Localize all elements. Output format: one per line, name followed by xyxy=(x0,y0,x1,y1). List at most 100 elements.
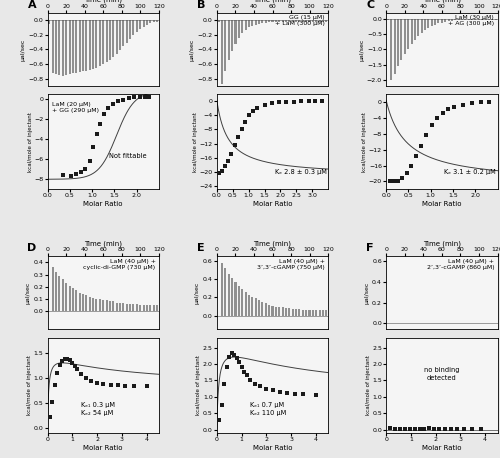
Text: LaM (40 μM) +
2’,3’-cGAMP (860 μM): LaM (40 μM) + 2’,3’-cGAMP (860 μM) xyxy=(426,258,494,270)
Bar xyxy=(62,20,64,76)
Bar xyxy=(234,282,236,316)
Bar xyxy=(76,290,78,311)
Bar xyxy=(152,20,154,22)
Bar xyxy=(272,20,274,22)
Y-axis label: kcal/mole of injectant: kcal/mole of injectant xyxy=(27,355,32,415)
Bar xyxy=(404,19,406,54)
Bar xyxy=(136,304,138,311)
X-axis label: Time (min): Time (min) xyxy=(423,240,461,246)
Bar xyxy=(326,310,328,316)
Bar xyxy=(132,304,134,311)
Bar xyxy=(438,19,440,23)
Bar xyxy=(458,19,460,20)
Bar xyxy=(119,303,121,311)
X-axis label: Molar Ratio: Molar Ratio xyxy=(253,201,292,207)
Text: Kₑ 3.1 ± 0.2 μM: Kₑ 3.1 ± 0.2 μM xyxy=(444,169,496,175)
X-axis label: Time (min): Time (min) xyxy=(254,0,292,3)
Bar xyxy=(312,20,314,22)
Bar xyxy=(78,20,80,72)
Text: E: E xyxy=(197,243,204,253)
Bar xyxy=(275,20,277,22)
Bar xyxy=(484,19,486,20)
Bar xyxy=(82,294,84,311)
Bar xyxy=(428,19,430,28)
Bar xyxy=(318,20,320,22)
Bar xyxy=(308,20,310,22)
Bar xyxy=(244,292,246,316)
Bar xyxy=(221,263,223,316)
Bar xyxy=(241,289,243,316)
Bar xyxy=(96,20,98,68)
Bar xyxy=(312,310,314,316)
Bar xyxy=(92,298,94,311)
Bar xyxy=(228,20,230,60)
Y-axis label: kcal/mole of injectant: kcal/mole of injectant xyxy=(362,112,368,172)
Bar xyxy=(88,296,91,311)
Bar xyxy=(464,19,466,20)
X-axis label: Molar Ratio: Molar Ratio xyxy=(84,445,123,451)
Bar xyxy=(248,20,250,27)
Bar xyxy=(72,20,74,73)
Bar xyxy=(298,20,300,22)
Bar xyxy=(305,310,307,316)
Bar xyxy=(288,20,290,22)
Text: F: F xyxy=(366,243,374,253)
Bar xyxy=(116,303,117,311)
Bar xyxy=(394,19,396,74)
Bar xyxy=(318,310,320,316)
Bar xyxy=(221,20,223,84)
Bar xyxy=(252,296,254,316)
Text: Kₑ₁ 0.7 μM
Kₑ₂ 110 μM: Kₑ₁ 0.7 μM Kₑ₂ 110 μM xyxy=(250,402,286,416)
X-axis label: Time (min): Time (min) xyxy=(84,240,122,246)
Bar xyxy=(308,310,310,316)
Bar xyxy=(122,20,124,46)
Bar xyxy=(315,20,318,22)
Bar xyxy=(52,267,54,311)
X-axis label: Molar Ratio: Molar Ratio xyxy=(422,201,462,207)
Bar xyxy=(326,20,328,22)
Bar xyxy=(62,279,64,311)
Bar xyxy=(444,19,446,22)
Bar xyxy=(474,19,476,20)
Bar xyxy=(282,20,284,22)
Bar xyxy=(126,304,128,311)
Bar xyxy=(258,300,260,316)
Bar xyxy=(122,303,124,311)
Bar xyxy=(126,20,128,43)
Bar xyxy=(492,19,494,20)
Bar xyxy=(112,301,114,311)
Bar xyxy=(224,268,226,316)
Bar xyxy=(268,305,270,316)
Bar xyxy=(99,299,101,311)
Y-axis label: μal/sec: μal/sec xyxy=(190,38,194,60)
Bar xyxy=(48,20,50,24)
Bar xyxy=(218,20,220,22)
Bar xyxy=(156,20,158,22)
Bar xyxy=(387,19,389,21)
Bar xyxy=(292,309,294,316)
Bar xyxy=(262,20,264,23)
Bar xyxy=(302,20,304,22)
Y-axis label: μal/sec: μal/sec xyxy=(359,38,364,60)
Bar xyxy=(295,20,297,22)
Bar xyxy=(285,20,287,22)
Bar xyxy=(258,20,260,24)
Bar xyxy=(102,300,104,311)
Text: LaM (40 μM) +
3’,3’-cGAMP (750 μM): LaM (40 μM) + 3’,3’-cGAMP (750 μM) xyxy=(257,258,325,270)
Bar xyxy=(481,19,483,20)
Bar xyxy=(278,307,280,316)
Bar xyxy=(76,20,78,73)
Bar xyxy=(488,19,490,20)
Bar xyxy=(407,19,409,49)
Bar xyxy=(272,305,274,316)
X-axis label: Time (min): Time (min) xyxy=(84,0,122,3)
Bar xyxy=(302,310,304,316)
Bar xyxy=(156,305,158,311)
Bar xyxy=(298,309,300,316)
Bar xyxy=(99,20,101,66)
Bar xyxy=(288,308,290,316)
Bar xyxy=(254,298,256,316)
Y-axis label: kcal/mole of injectant: kcal/mole of injectant xyxy=(196,355,202,415)
Bar xyxy=(315,310,318,316)
Bar xyxy=(451,19,453,21)
